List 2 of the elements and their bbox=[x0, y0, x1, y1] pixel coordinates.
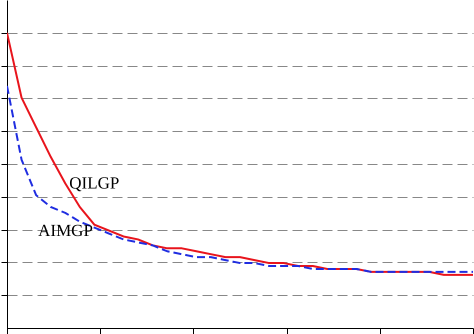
series-label: AIMGP bbox=[38, 221, 93, 240]
series-label: QILGP bbox=[69, 173, 120, 192]
